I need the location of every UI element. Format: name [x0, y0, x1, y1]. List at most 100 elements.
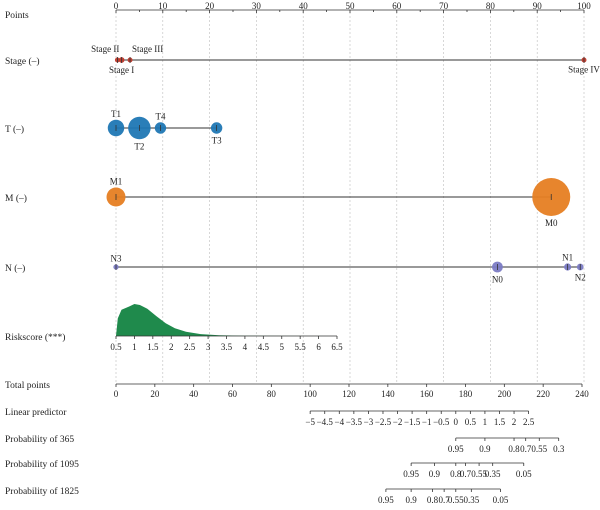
points-label: Points [5, 11, 29, 21]
probability-1095-tick-label-2: 0.8 [450, 469, 462, 479]
points-tick-label-1: 10 [158, 1, 168, 11]
t-level-label-0: T1 [111, 109, 121, 119]
total-points-tick-label-6: 120 [342, 389, 356, 399]
points-tick-label-7: 70 [439, 1, 449, 11]
total-points-tick-label-0: 0 [114, 389, 119, 399]
linear-predictor-label: Linear predictor [5, 408, 67, 418]
probability-1825-tick-label-6: 0.05 [493, 495, 509, 505]
total-points-tick-label-3: 60 [228, 389, 238, 399]
riskscore-tick-label-11: 6 [316, 342, 321, 352]
probability-365-tick-label-3: 0.7 [520, 444, 532, 454]
riskscore-tick-label-4: 2.5 [184, 342, 196, 352]
n-label: N (–) [5, 263, 25, 274]
linear-predictor-tick-label-7: −1.5 [404, 417, 421, 427]
points-tick-label-8: 80 [486, 1, 496, 11]
points-tick-label-5: 50 [346, 1, 356, 11]
linear-predictor-tick-label-10: 0 [454, 417, 459, 427]
total-points-tick-label-7: 140 [381, 389, 395, 399]
probability-1095-tick-label-0: 0.95 [403, 469, 419, 479]
stage-level-label-1: Stage I [109, 65, 134, 75]
probability-365-tick-label-1: 0.9 [479, 444, 491, 454]
t-level-label-2: T4 [155, 111, 165, 121]
riskscore-tick-label-1: 1 [132, 342, 137, 352]
n-level-label-1: N0 [492, 274, 503, 284]
m-level-label-0: M1 [110, 177, 123, 187]
linear-predictor-tick-label-9: −0.5 [433, 417, 450, 427]
linear-predictor-tick-label-14: 2 [512, 417, 517, 427]
linear-predictor-tick-label-12: 1 [483, 417, 488, 427]
linear-predictor-tick-label-5: −2.5 [375, 417, 392, 427]
riskscore-tick-label-5: 3 [206, 342, 211, 352]
stage-label: Stage (–) [5, 56, 40, 67]
riskscore-tick-label-7: 4 [243, 342, 248, 352]
riskscore-tick-label-12: 6.5 [331, 342, 343, 352]
t-label: T (–) [5, 124, 24, 135]
probability-1095-tick-label-3: 0.7 [460, 469, 472, 479]
stage-level-label-2: Stage III [132, 44, 163, 54]
linear-predictor-tick-label-0: −5 [305, 417, 315, 427]
total-points-tick-label-1: 20 [150, 389, 160, 399]
probability-1825-tick-label-4: 0.55 [448, 495, 464, 505]
probability-365-label: Probability of 365 [5, 434, 74, 445]
total-points-tick-label-10: 200 [498, 389, 512, 399]
probability-1825-tick-label-0: 0.95 [378, 495, 394, 505]
probability-365-tick-label-0: 0.95 [448, 444, 464, 454]
m-level-label-1: M0 [545, 218, 558, 228]
probability-1825-tick-label-3: 0.7 [439, 495, 451, 505]
linear-predictor-tick-label-13: 1.5 [494, 417, 506, 427]
total-points-tick-label-2: 40 [189, 389, 199, 399]
stage-level-label-3: Stage IV [568, 65, 600, 75]
total-points-tick-label-8: 160 [420, 389, 434, 399]
riskscore-tick-label-2: 1.5 [147, 342, 159, 352]
points-tick-label-9: 90 [533, 1, 543, 11]
probability-1095-tick-label-4: 0.55 [471, 469, 487, 479]
stage-level-label-0: Stage II [91, 44, 119, 54]
probability-365-tick-label-4: 0.55 [531, 444, 547, 454]
probability-365-tick-label-2: 0.8 [508, 444, 520, 454]
probability-1095-tick-label-1: 0.9 [429, 469, 441, 479]
linear-predictor-tick-label-4: −3 [364, 417, 374, 427]
riskscore-tick-label-6: 3.5 [221, 342, 233, 352]
total-points-tick-label-9: 180 [459, 389, 473, 399]
probability-1825-tick-label-2: 0.8 [427, 495, 439, 505]
linear-predictor-tick-label-8: −1 [422, 417, 432, 427]
total-points-tick-label-12: 240 [575, 389, 589, 399]
points-tick-label-4: 40 [299, 1, 309, 11]
linear-predictor-tick-label-3: −3.5 [346, 417, 363, 427]
probability-1095-tick-label-6: 0.05 [516, 469, 532, 479]
riskscore-tick-label-3: 2 [169, 342, 174, 352]
riskscore-label: Riskscore (***) [5, 332, 65, 343]
points-tick-label-3: 30 [252, 1, 262, 11]
points-tick-label-0: 0 [114, 1, 119, 11]
riskscore-tick-label-8: 4.5 [258, 342, 270, 352]
total-points-tick-label-4: 80 [267, 389, 277, 399]
linear-predictor-tick-label-1: −4.5 [317, 417, 334, 427]
linear-predictor-tick-label-15: 2.5 [523, 417, 535, 427]
linear-predictor-tick-label-11: 0.5 [465, 417, 477, 427]
t-level-label-3: T3 [212, 136, 222, 146]
probability-1825-tick-label-5: 0.35 [463, 495, 479, 505]
probability-1825-tick-label-1: 0.9 [406, 495, 418, 505]
probability-365-tick-label-5: 0.3 [553, 444, 565, 454]
linear-predictor-tick-label-2: −4 [335, 417, 345, 427]
probability-1095-tick-label-5: 0.35 [485, 469, 501, 479]
probability-1825-label: Probability of 1825 [5, 486, 79, 497]
riskscore-tick-label-10: 5.5 [295, 342, 307, 352]
linear-predictor-tick-label-6: −2 [393, 417, 403, 427]
m-label: M (–) [5, 193, 27, 204]
n-level-label-0: N3 [111, 253, 122, 263]
total-points-tick-label-11: 220 [536, 389, 550, 399]
riskscore-density [116, 304, 337, 336]
riskscore-tick-label-0: 0.5 [110, 342, 122, 352]
total-points-label: Total points [5, 381, 50, 391]
total-points-tick-label-5: 100 [303, 389, 317, 399]
probability-1095-label: Probability of 1095 [5, 459, 79, 470]
points-tick-label-6: 60 [392, 1, 402, 11]
riskscore-tick-label-9: 5 [280, 342, 285, 352]
n-level-label-2: N1 [562, 252, 573, 262]
points-tick-label-2: 20 [205, 1, 215, 11]
points-tick-label-10: 100 [577, 1, 591, 11]
n-level-label-3: N2 [575, 272, 586, 282]
t-level-label-1: T2 [134, 141, 144, 151]
